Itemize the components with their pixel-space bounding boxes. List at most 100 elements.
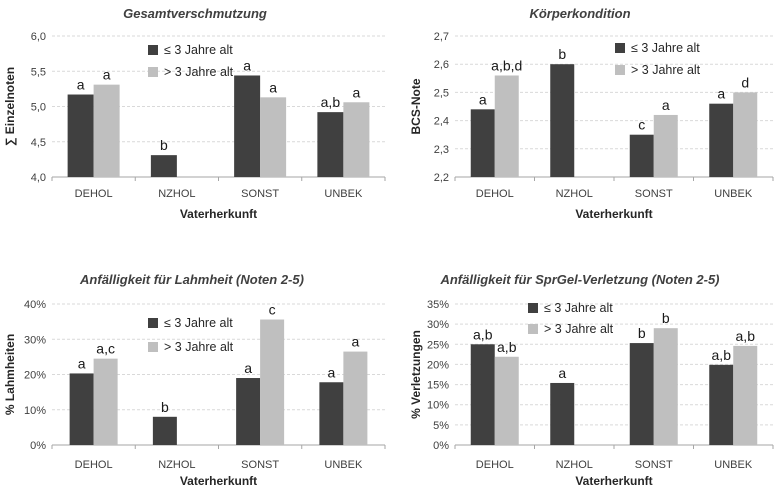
category-label: NZHOL (158, 459, 195, 471)
legend-label-old: > 3 Jahre alt (164, 340, 234, 354)
bar-significance-label: b (662, 310, 670, 326)
bar (653, 328, 678, 445)
bar-significance-label: c (269, 302, 276, 318)
bar (709, 103, 734, 177)
chart-panel-3: Anfälligkeit für Lahmheit (Noten 2-5) 0% 1… (3, 272, 386, 488)
bar-significance-label: a (243, 57, 251, 73)
category-label: UNBEK (324, 188, 363, 200)
y-tick-label: 2,2 (434, 172, 449, 184)
legend: ≤ 3 Jahre alt > 3 Jahre alt (148, 316, 234, 354)
y-tick-label: 4,5 (31, 137, 46, 149)
bar-significance-label: a,b (497, 339, 517, 355)
bar-significance-label: b (558, 46, 566, 62)
bar (494, 75, 519, 177)
legend-swatch-young (615, 43, 625, 53)
legend: ≤ 3 Jahre alt > 3 Jahre alt (148, 43, 234, 79)
y-tick-label: 5,0 (31, 102, 46, 114)
bar-significance-label: b (161, 399, 169, 415)
category-label: SONST (241, 459, 279, 471)
legend-swatch-young (148, 45, 158, 55)
y-tick-label: 30% (24, 334, 46, 346)
bar (733, 92, 758, 177)
y-axis-title: % Verletzungen (409, 330, 423, 419)
y-tick-label: 35% (427, 299, 449, 311)
category-label: SONST (241, 188, 279, 200)
bar (93, 358, 118, 445)
y-tick-label: 0% (433, 440, 449, 452)
y-tick-label: 2,5 (434, 87, 449, 99)
y-tick-label: 2,4 (434, 116, 449, 128)
bar (67, 94, 94, 177)
y-axis-title: BCS-Note (409, 78, 423, 134)
category-label: NZHOL (556, 188, 593, 200)
x-axis-title: Vaterherkunft (180, 207, 257, 221)
category-label: UNBEK (324, 459, 363, 471)
category-label: UNBEK (714, 459, 753, 471)
chart-panel-4: Anfälligkeit für SprGel-Verletzung (Note… (409, 272, 774, 488)
chart-panel-1: Gesamtverschmutzung 4,0 4,5 5,0 5,5 6,0 DEHOL a… (3, 6, 386, 221)
legend-swatch-old (528, 324, 538, 334)
bar-significance-label: a (103, 67, 111, 83)
bar-significance-label: a,b (321, 94, 341, 110)
y-tick-label: 2,7 (434, 31, 449, 43)
x-axis-title: Vaterherkunft (180, 474, 257, 488)
category-label: DEHOL (476, 188, 514, 200)
category-label: NZHOL (556, 459, 593, 471)
bar (236, 378, 261, 445)
bar (150, 155, 177, 177)
bar (319, 382, 344, 445)
category-label: NZHOL (158, 188, 195, 200)
y-tick-label: 5% (433, 420, 449, 432)
legend-swatch-old (148, 67, 158, 77)
bar (317, 112, 344, 177)
bar-significance-label: a,b (712, 347, 732, 363)
bar-significance-label: a (269, 79, 277, 95)
bar-significance-label: a (662, 97, 670, 113)
legend: ≤ 3 Jahre alt > 3 Jahre alt (615, 41, 701, 77)
legend-swatch-old (148, 342, 158, 352)
category-label: UNBEK (714, 188, 753, 200)
y-tick-label: 20% (427, 359, 449, 371)
y-tick-label: 20% (24, 370, 46, 382)
chart-title: Gesamtverschmutzung (123, 6, 267, 21)
bar (260, 319, 285, 445)
legend-label-young: ≤ 3 Jahre alt (631, 41, 700, 55)
y-tick-label: 15% (427, 380, 449, 392)
chart-title: Anfälligkeit für SprGel-Verletzung (Note… (439, 272, 719, 287)
bar (470, 109, 495, 177)
category-label: DEHOL (75, 188, 113, 200)
bar-significance-label: a (352, 84, 360, 100)
bar (709, 364, 734, 445)
bar-significance-label: a (479, 91, 487, 107)
bar-significance-label: a (717, 86, 725, 102)
y-tick-label: 10% (427, 400, 449, 412)
y-tick-label: 4,0 (31, 172, 46, 184)
legend-label-old: > 3 Jahre alt (544, 322, 614, 336)
y-tick-label: 30% (427, 319, 449, 331)
category-label: SONST (635, 459, 673, 471)
bar (550, 64, 575, 177)
bar (234, 75, 261, 177)
bar-significance-label: b (638, 325, 646, 341)
y-tick-label: 10% (24, 405, 46, 417)
bar-significance-label: a (327, 364, 335, 380)
category-label: DEHOL (476, 459, 514, 471)
bar (653, 114, 678, 177)
bar (629, 134, 654, 177)
y-tick-label: 6,0 (31, 31, 46, 43)
bar-significance-label: a (351, 334, 359, 350)
y-tick-label: 40% (24, 299, 46, 311)
bar-significance-label: a,b,d (491, 57, 522, 73)
bar-significance-label: c (638, 117, 645, 133)
bar (260, 97, 287, 177)
bar (69, 373, 94, 445)
legend-swatch-young (528, 303, 538, 313)
y-tick-label: 2,3 (434, 144, 449, 156)
bar (93, 84, 120, 177)
legend: ≤ 3 Jahre alt > 3 Jahre alt (528, 301, 614, 336)
bar (470, 344, 495, 445)
x-axis-title: Vaterherkunft (575, 207, 652, 221)
bar (494, 356, 519, 445)
category-label: SONST (635, 188, 673, 200)
